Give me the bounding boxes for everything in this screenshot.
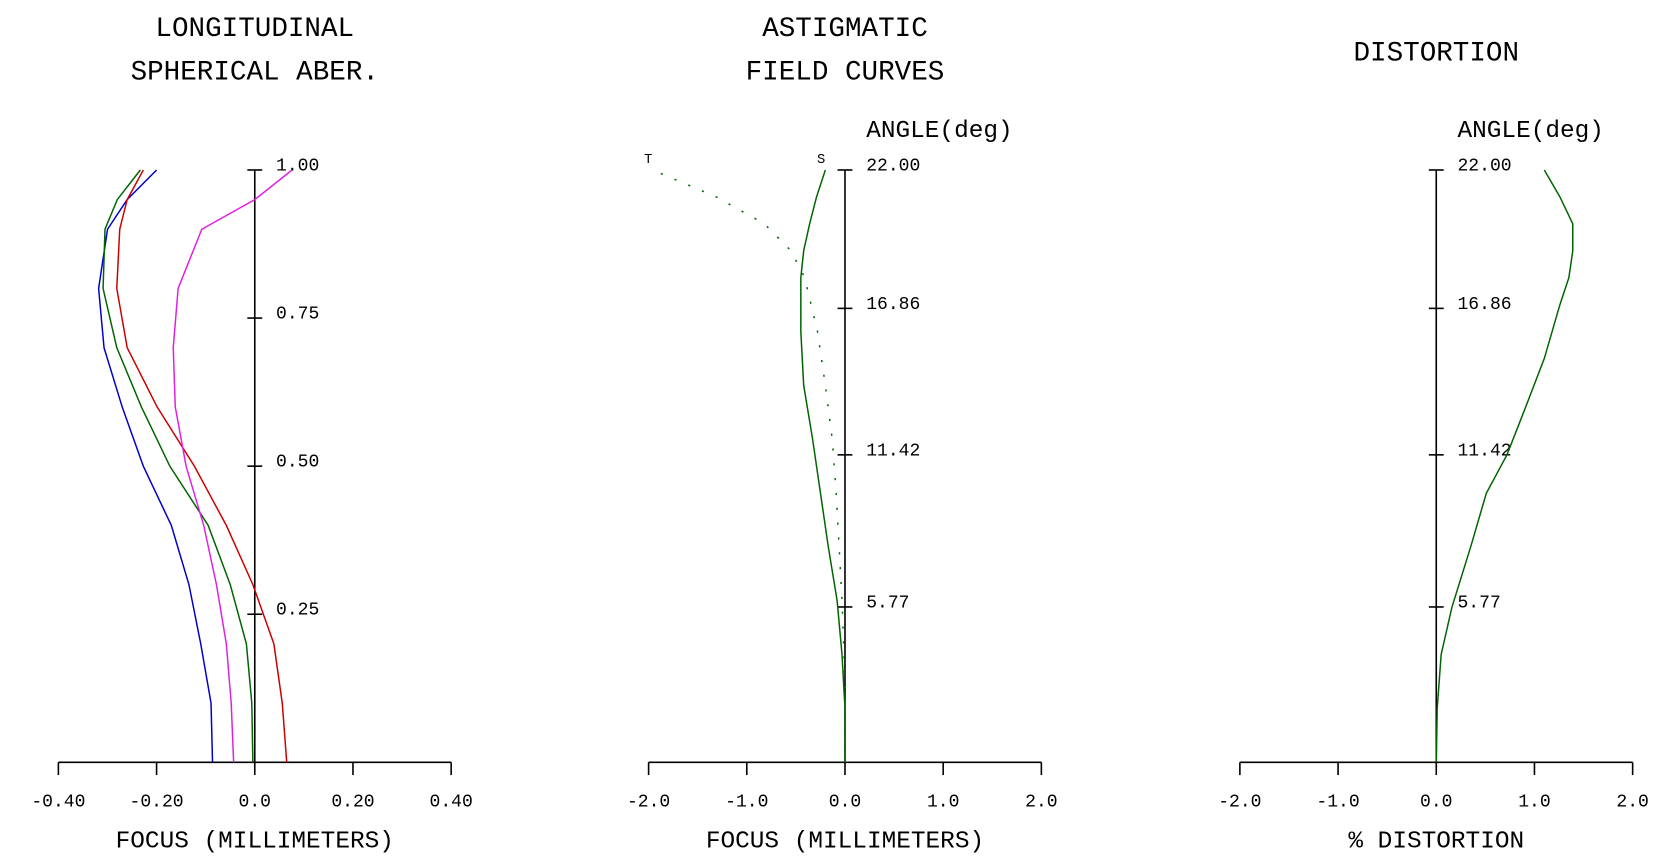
y-tick-label: 22.00 — [866, 157, 920, 177]
x-tick-label: -1.0 — [1316, 792, 1359, 812]
curve — [97, 169, 214, 763]
x-tick-label: -2.0 — [627, 792, 670, 812]
x-tick-label: 0.0 — [239, 792, 271, 812]
chart-title: DISTORTION — [1353, 39, 1519, 70]
chart-title: LONGITUDINAL — [155, 14, 354, 45]
y-tick-label: 5.77 — [1457, 593, 1500, 613]
y-tick-label: 16.86 — [866, 295, 920, 315]
series-label: T — [644, 153, 652, 168]
x-tick-label: -0.40 — [31, 792, 85, 812]
x-axis-label: FOCUS (MILLIMETERS) — [706, 828, 984, 855]
curve — [102, 169, 254, 763]
y-tick-label: 5.77 — [866, 593, 909, 613]
chart-title: FIELD CURVES — [746, 58, 945, 89]
y-tick-label: 0.75 — [276, 305, 319, 325]
chart-title: SPHERICAL ABER. — [131, 58, 379, 89]
y-tick-label: 22.00 — [1457, 157, 1511, 177]
x-tick-label: 0.0 — [829, 792, 861, 812]
x-tick-label: 1.0 — [1518, 792, 1550, 812]
x-tick-label: 2.0 — [1616, 792, 1648, 812]
x-tick-label: 0.20 — [331, 792, 374, 812]
x-tick-label: -0.20 — [130, 792, 184, 812]
y-tick-label: 0.25 — [276, 601, 319, 621]
x-tick-label: -2.0 — [1218, 792, 1261, 812]
x-axis-label: FOCUS (MILLIMETERS) — [116, 828, 394, 855]
y-tick-label: 0.50 — [276, 453, 319, 473]
x-tick-label: 2.0 — [1025, 792, 1057, 812]
y-tick-label: 11.42 — [1457, 441, 1511, 461]
x-tick-label: 0.0 — [1420, 792, 1452, 812]
x-tick-label: 0.40 — [430, 792, 473, 812]
curve — [172, 169, 293, 763]
curve — [116, 169, 288, 763]
chart-title: ASTIGMATIC — [762, 14, 928, 45]
y-tick-label: 1.00 — [276, 157, 319, 177]
x-tick-label: 1.0 — [927, 792, 959, 812]
y-axis-label: ANGLE(deg) — [866, 118, 1012, 145]
x-tick-label: -1.0 — [725, 792, 768, 812]
x-axis-label: % DISTORTION — [1348, 828, 1524, 855]
y-tick-label: 11.42 — [866, 441, 920, 461]
y-axis-label: ANGLE(deg) — [1457, 118, 1603, 145]
y-tick-label: 16.86 — [1457, 295, 1511, 315]
curve — [800, 169, 846, 763]
curve — [1435, 169, 1574, 763]
series-label: S — [817, 153, 825, 168]
